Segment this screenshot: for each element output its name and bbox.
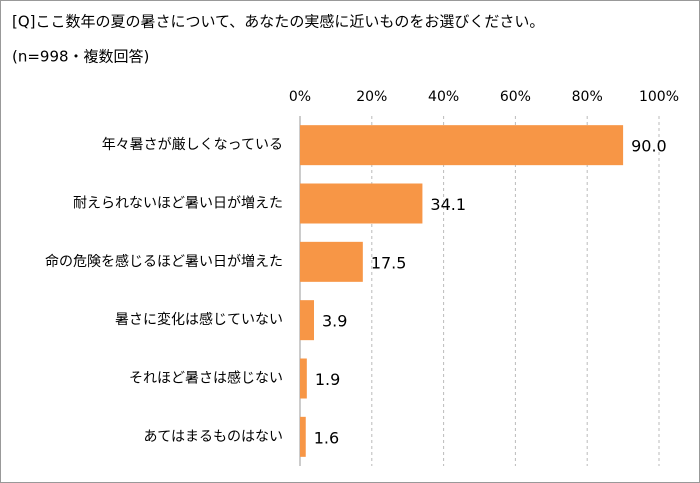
bar (300, 416, 306, 457)
bar (300, 241, 363, 282)
x-tick-label: 80% (572, 89, 603, 105)
y-tick-label: それほど暑さは感じない (129, 370, 283, 387)
x-tick-label: 100% (639, 89, 679, 105)
x-tick-label: 0% (289, 89, 311, 105)
bar (300, 183, 423, 224)
value-label: 17.5 (371, 253, 407, 272)
value-label: 3.9 (322, 312, 347, 331)
value-label: 1.6 (314, 428, 339, 447)
y-tick-label: 耐えられないほど暑い日が増えた (73, 196, 283, 212)
bar (300, 358, 307, 399)
x-tick-label: 60% (500, 89, 531, 105)
y-tick-label: あてはまるものはない (144, 429, 283, 445)
value-label: 90.0 (631, 137, 667, 156)
y-tick-label: 暑さに変化は感じていない (115, 311, 283, 328)
chart-title: [Q]ここ数年の夏の暑さについて、あなたの実感に近いものをお選びください。 (12, 13, 544, 31)
bar (300, 125, 624, 166)
y-tick-label: 命の危険を感じるほど暑い日が増えた (45, 253, 283, 270)
bar (300, 300, 315, 341)
x-tick-label: 40% (428, 89, 459, 105)
value-label: 34.1 (430, 195, 466, 214)
y-tick-label: 年々暑さが厳しくなっている (102, 137, 283, 153)
x-tick-label: 20% (356, 89, 387, 105)
chart-subtitle: (n=998・複数回答) (12, 48, 149, 66)
value-label: 1.9 (315, 370, 340, 389)
